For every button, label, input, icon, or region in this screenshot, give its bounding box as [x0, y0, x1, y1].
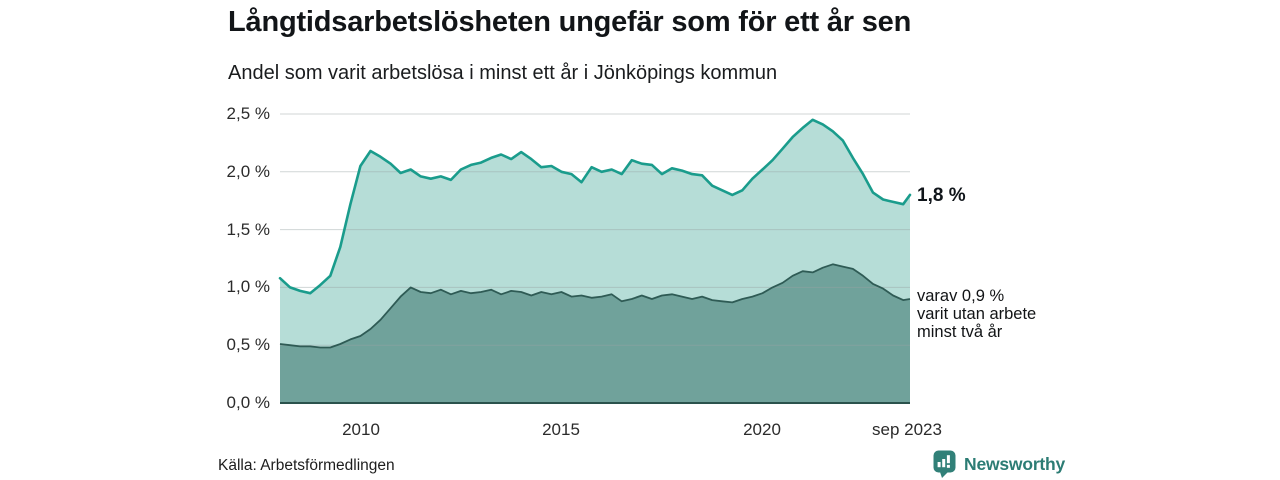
series-breakdown-line: varav 0,9 % [917, 287, 1005, 305]
brand-logo: Newsworthy [933, 450, 1065, 479]
series-breakdown-line: minst två år [917, 323, 1003, 341]
y-tick-label: 0,5 % [226, 335, 270, 354]
source-attribution: Källa: Arbetsförmedlingen [218, 457, 395, 474]
newsworthy-speech-bubble-chart-icon [933, 450, 956, 478]
x-tick-label: 2020 [743, 420, 781, 439]
x-tick-label: 2010 [342, 420, 380, 439]
y-tick-label: 2,5 % [226, 104, 270, 123]
chart-subtitle: Andel som varit arbetslösa i minst ett å… [228, 62, 778, 84]
page-title: Långtidsarbetslösheten ungefär som för e… [228, 6, 912, 38]
x-tick-label: sep 2023 [872, 420, 942, 439]
series-breakdown-line: varit utan arbete [917, 305, 1037, 323]
y-tick-label: 1,5 % [226, 220, 270, 239]
series-breakdown-label: varav 0,9 % varit utan arbete minst två … [917, 287, 1036, 341]
x-tick-label: 2015 [542, 420, 580, 439]
y-tick-label: 0,0 % [226, 393, 270, 412]
brand-wordmark: Newsworthy [964, 454, 1066, 474]
series-end-value-label: 1,8 % [917, 185, 966, 206]
y-tick-label: 1,0 % [226, 277, 270, 296]
y-tick-label: 2,0 % [226, 162, 270, 181]
